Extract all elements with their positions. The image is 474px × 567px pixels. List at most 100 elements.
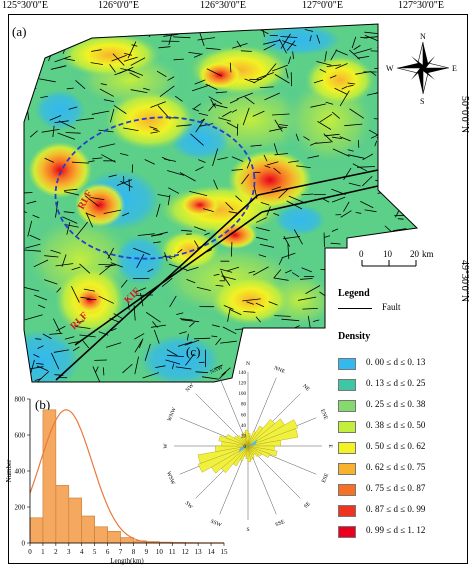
lineament <box>84 25 90 29</box>
lineament <box>130 57 146 66</box>
density-class-label: 0. 87 ≤ d ≤ 0. 99 <box>366 504 426 514</box>
y-axis-label: Number <box>5 459 13 483</box>
lineament <box>156 70 167 77</box>
lineament <box>167 194 171 206</box>
lineament <box>366 350 381 357</box>
lineament <box>121 279 128 288</box>
lineament <box>278 188 289 199</box>
lineament <box>50 249 61 254</box>
density-swatch <box>338 379 356 391</box>
lineament <box>198 113 209 116</box>
fault-line-4 <box>261 185 379 213</box>
lineament <box>230 241 233 257</box>
x-tick-label: 11 <box>169 548 176 556</box>
rose-direction-label: NNW <box>209 365 224 376</box>
lineament <box>288 160 299 163</box>
lineament <box>347 82 356 85</box>
lineament <box>400 146 412 153</box>
density-title: Density <box>338 331 371 342</box>
x-tick-label: 15 <box>221 548 229 556</box>
density-swatch <box>338 400 356 412</box>
x-tick-label: 0 <box>28 548 32 556</box>
rose-petal <box>244 429 249 447</box>
lineament <box>240 50 252 52</box>
lineament <box>153 329 160 344</box>
lineament <box>394 281 402 291</box>
y-tick-label: 400 <box>15 468 26 476</box>
lineament <box>255 302 265 308</box>
lineament <box>85 24 95 33</box>
rose-petal <box>247 445 252 463</box>
lineament <box>273 143 278 155</box>
legend-fault-symbol <box>338 308 372 309</box>
lineament <box>347 84 354 87</box>
lineament <box>244 96 255 105</box>
lineament <box>278 257 283 265</box>
lineament <box>122 363 133 374</box>
lineament <box>195 166 204 172</box>
lineament <box>236 123 239 136</box>
lineament <box>397 98 411 104</box>
lineament <box>211 324 220 328</box>
lineament <box>324 51 327 62</box>
lineament <box>123 127 139 132</box>
lineament <box>134 333 145 340</box>
lineament <box>159 85 175 97</box>
x-tick-label: 3 <box>67 548 71 556</box>
rose-petal <box>234 435 249 447</box>
lineament <box>331 136 343 140</box>
lineament <box>382 319 394 325</box>
lineament <box>91 110 110 115</box>
lineament <box>394 250 397 261</box>
lineament <box>56 287 62 293</box>
lineament <box>389 135 394 142</box>
histogram-bar <box>29 517 44 544</box>
lineament <box>124 25 134 28</box>
histogram-bar <box>81 515 95 544</box>
lineament <box>37 345 44 349</box>
lineament <box>339 136 351 142</box>
lineament <box>307 155 320 159</box>
lineament <box>103 209 122 214</box>
lineament <box>242 298 261 302</box>
lineament <box>354 48 372 54</box>
lineament <box>71 266 81 271</box>
lineament <box>49 115 62 121</box>
lineament <box>165 359 181 365</box>
lineament <box>167 170 185 176</box>
x-tick-label: 1 <box>41 548 45 556</box>
lineament <box>58 120 76 129</box>
lineament <box>143 87 150 91</box>
lineament <box>310 103 327 108</box>
lineament <box>123 56 138 62</box>
lineament <box>412 307 417 313</box>
legend-title: Legend <box>338 288 370 299</box>
x-tick-label: 2 <box>54 548 58 556</box>
lineament <box>99 264 113 275</box>
lineament <box>380 233 396 240</box>
lineament <box>208 103 216 112</box>
lineament <box>186 266 199 272</box>
lineament <box>347 154 365 159</box>
lineament <box>370 315 387 318</box>
lineament <box>24 249 41 252</box>
lineament <box>124 53 133 56</box>
lineament <box>288 195 306 204</box>
compass-w: W <box>386 64 394 73</box>
lineament <box>166 349 178 356</box>
lineament <box>263 24 269 26</box>
lineament <box>332 111 340 119</box>
lineament <box>274 119 283 132</box>
lineament <box>408 188 416 193</box>
lineament <box>274 153 289 156</box>
lineament <box>76 221 88 237</box>
legend-fault-label: Fault <box>382 302 401 312</box>
lineament <box>394 375 401 378</box>
lineament <box>201 376 219 380</box>
lineament <box>36 365 49 372</box>
density-swatch <box>338 358 356 370</box>
lineament <box>83 288 95 292</box>
lineament <box>53 349 70 353</box>
lineament <box>157 194 170 198</box>
lineament <box>174 95 183 102</box>
